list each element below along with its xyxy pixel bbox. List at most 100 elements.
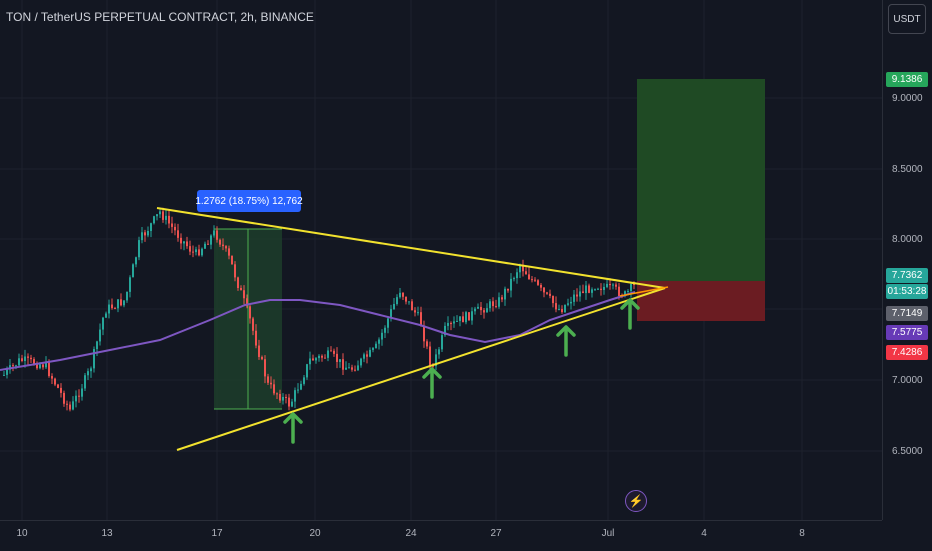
last-price-badge: 7.7362 (886, 268, 928, 283)
target-price-badge: 9.1386 (886, 72, 928, 87)
candle-body (249, 306, 251, 319)
candle-body (381, 332, 383, 340)
candle-body (192, 251, 194, 253)
lightning-icon[interactable]: ⚡ (625, 490, 647, 512)
candle-body (237, 277, 239, 289)
time-tick: 13 (101, 528, 113, 539)
time-tick: 24 (405, 528, 417, 539)
candle-body (39, 364, 41, 369)
candle-body (279, 394, 281, 401)
candle-body (123, 300, 125, 306)
candle-body (300, 383, 302, 390)
candle-body (18, 358, 20, 366)
candle-body (108, 304, 110, 314)
candle-body (612, 284, 614, 286)
candle-body (162, 211, 164, 220)
chart-area[interactable] (0, 0, 882, 520)
candle-body (405, 296, 407, 302)
candle-body (147, 230, 149, 236)
candle-body (225, 246, 227, 249)
candle-body (150, 223, 152, 231)
candle-body (615, 284, 617, 287)
moving-average-line[interactable] (0, 291, 636, 371)
candle-body (21, 358, 23, 362)
candle-body (3, 374, 5, 376)
upper-trendline[interactable] (156, 207, 666, 289)
candle-body (51, 376, 53, 379)
candle-body (246, 298, 248, 307)
candle-body (213, 230, 215, 236)
candle-body (546, 292, 548, 294)
candle-body (369, 349, 371, 357)
candle-body (411, 301, 413, 311)
candle-body (309, 358, 311, 365)
candle-body (504, 288, 506, 300)
profit-zone[interactable] (637, 79, 765, 281)
candle-body (297, 389, 299, 391)
candle-body (174, 226, 176, 231)
candle-body (234, 264, 236, 278)
candle-body (75, 395, 77, 402)
candle-body (441, 335, 443, 350)
candle-body (507, 288, 509, 291)
price-chart[interactable] (0, 0, 882, 520)
candle-body (117, 299, 119, 309)
candle-body (567, 303, 569, 305)
candle-body (72, 401, 74, 410)
candle-body (534, 279, 536, 281)
measure-label: 1.2762 (18.75%) 12,762 (195, 190, 303, 212)
candle-body (186, 241, 188, 247)
lower-trendline[interactable] (176, 287, 666, 451)
candle-body (450, 323, 452, 325)
candle-body (564, 304, 566, 313)
candle-body (27, 356, 29, 358)
candle-body (576, 294, 578, 297)
candle-body (243, 290, 245, 299)
candle-body (357, 365, 359, 371)
candle-body (201, 248, 203, 256)
candle-body (603, 286, 605, 290)
up-arrow-icon (556, 325, 576, 357)
candle-body (93, 349, 95, 369)
time-axis[interactable] (0, 520, 882, 551)
candle-body (183, 241, 185, 244)
candle-body (33, 359, 35, 365)
time-tick: 20 (309, 528, 321, 539)
price-axis[interactable] (882, 0, 932, 520)
candle-body (363, 354, 365, 359)
candle-body (312, 358, 314, 361)
candle-body (129, 277, 131, 292)
candle-body (177, 230, 179, 238)
time-tick: 10 (16, 528, 28, 539)
candle-body (63, 392, 65, 404)
candle-body (303, 377, 305, 384)
candle-body (252, 318, 254, 331)
candle-body (513, 278, 515, 280)
candle-body (630, 284, 632, 291)
candle-body (414, 310, 416, 313)
candle-body (276, 393, 278, 395)
candle-body (348, 367, 350, 369)
candle-body (582, 291, 584, 294)
up-arrow-icon (620, 298, 640, 330)
candle-body (360, 358, 362, 366)
candle-body (138, 240, 140, 258)
candle-body (435, 354, 437, 367)
candle-body (537, 280, 539, 285)
currency-button[interactable]: USDT (888, 4, 926, 34)
candle-body (408, 301, 410, 303)
candle-body (501, 297, 503, 300)
candle-body (600, 288, 602, 290)
candle-body (531, 279, 533, 281)
candle-body (294, 390, 296, 402)
countdown-badge: 01:53:28 (886, 284, 928, 299)
candle-body (60, 387, 62, 393)
time-tick: Jul (601, 528, 615, 539)
candle-body (195, 249, 197, 253)
candle-body (555, 303, 557, 310)
candle-body (525, 271, 527, 275)
candle-body (159, 211, 161, 215)
candle-body (30, 357, 32, 360)
candle-body (468, 312, 470, 321)
candle-body (288, 397, 290, 407)
